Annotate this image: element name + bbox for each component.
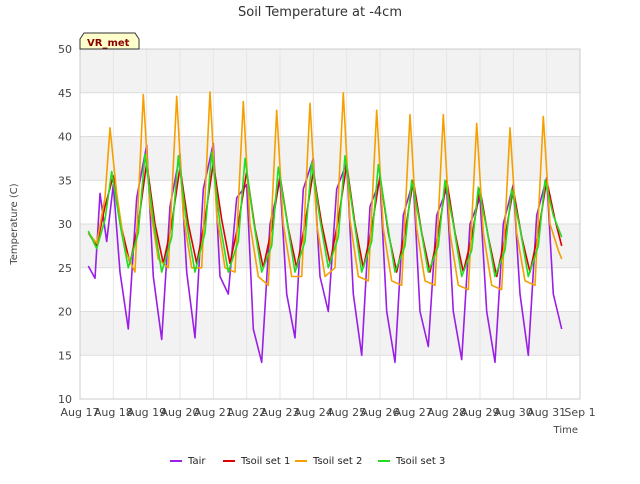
legend-item: Tsoil set 3 — [378, 456, 445, 467]
x-tick-label: Aug 26 — [361, 406, 400, 419]
x-tick-label: Aug 17 — [61, 406, 100, 419]
x-tick-label: Aug 18 — [94, 406, 133, 419]
series-line-tair — [87, 142, 563, 364]
x-tick-label: Sep 1 — [564, 406, 595, 419]
grid-band — [80, 136, 580, 181]
x-tick-label: Aug 31 — [527, 406, 566, 419]
x-tick-label: Aug 22 — [227, 406, 266, 419]
y-tick-label: 20 — [58, 306, 72, 319]
grid-band — [80, 49, 580, 93]
y-tick-label: 40 — [58, 131, 72, 144]
legend-label: Tsoil set 2 — [312, 456, 362, 467]
y-tick-label: 30 — [58, 218, 72, 231]
badge-shape — [79, 32, 140, 50]
x-tick-label: Aug 28 — [427, 406, 466, 419]
x-tick-label: Aug 21 — [194, 406, 233, 419]
y-tick-label: 10 — [58, 393, 72, 406]
plot-frame — [79, 48, 581, 400]
legend-item: Tsoil set 2 — [295, 456, 362, 467]
x-tick-label: Aug 25 — [327, 406, 366, 419]
series-lines — [87, 91, 563, 364]
y-tick-label: 35 — [58, 174, 72, 187]
x-axis-label: Time — [553, 425, 578, 436]
x-tick-label: Aug 27 — [394, 406, 433, 419]
x-tick-label: Aug 24 — [294, 406, 333, 419]
legend-label: Tsoil set 1 — [240, 456, 290, 467]
x-tick-label: Aug 20 — [161, 406, 200, 419]
station-badge: VR_met — [79, 32, 140, 50]
y-axis-ticks: 10 15 20 25 30 35 40 45 50 — [58, 43, 72, 406]
legend: Tair Tsoil set 1 Tsoil set 2 Tsoil set 3 — [170, 456, 445, 467]
legend-label: Tsoil set 3 — [395, 456, 445, 467]
legend-item: Tair — [170, 456, 206, 467]
x-tick-label: Aug 19 — [127, 406, 166, 419]
x-tick-label: Aug 29 — [461, 406, 500, 419]
x-tick-label: Aug 30 — [494, 406, 533, 419]
badge-label: VR_met — [87, 38, 130, 49]
grid-band — [80, 311, 580, 356]
y-tick-label: 45 — [58, 87, 72, 100]
x-tick-label: Aug 23 — [261, 406, 300, 419]
chart-title: Soil Temperature at -4cm — [238, 5, 402, 20]
y-tick-label: 50 — [58, 43, 72, 56]
y-axis-label: Temperature (C) — [9, 183, 20, 265]
series-line-tsoil-set-2 — [87, 91, 563, 291]
series-line-tsoil-set-3 — [87, 151, 563, 278]
y-tick-label: 15 — [58, 349, 72, 362]
legend-item: Tsoil set 1 — [223, 456, 290, 467]
y-tick-label: 25 — [58, 262, 72, 275]
legend-label: Tair — [187, 456, 206, 467]
